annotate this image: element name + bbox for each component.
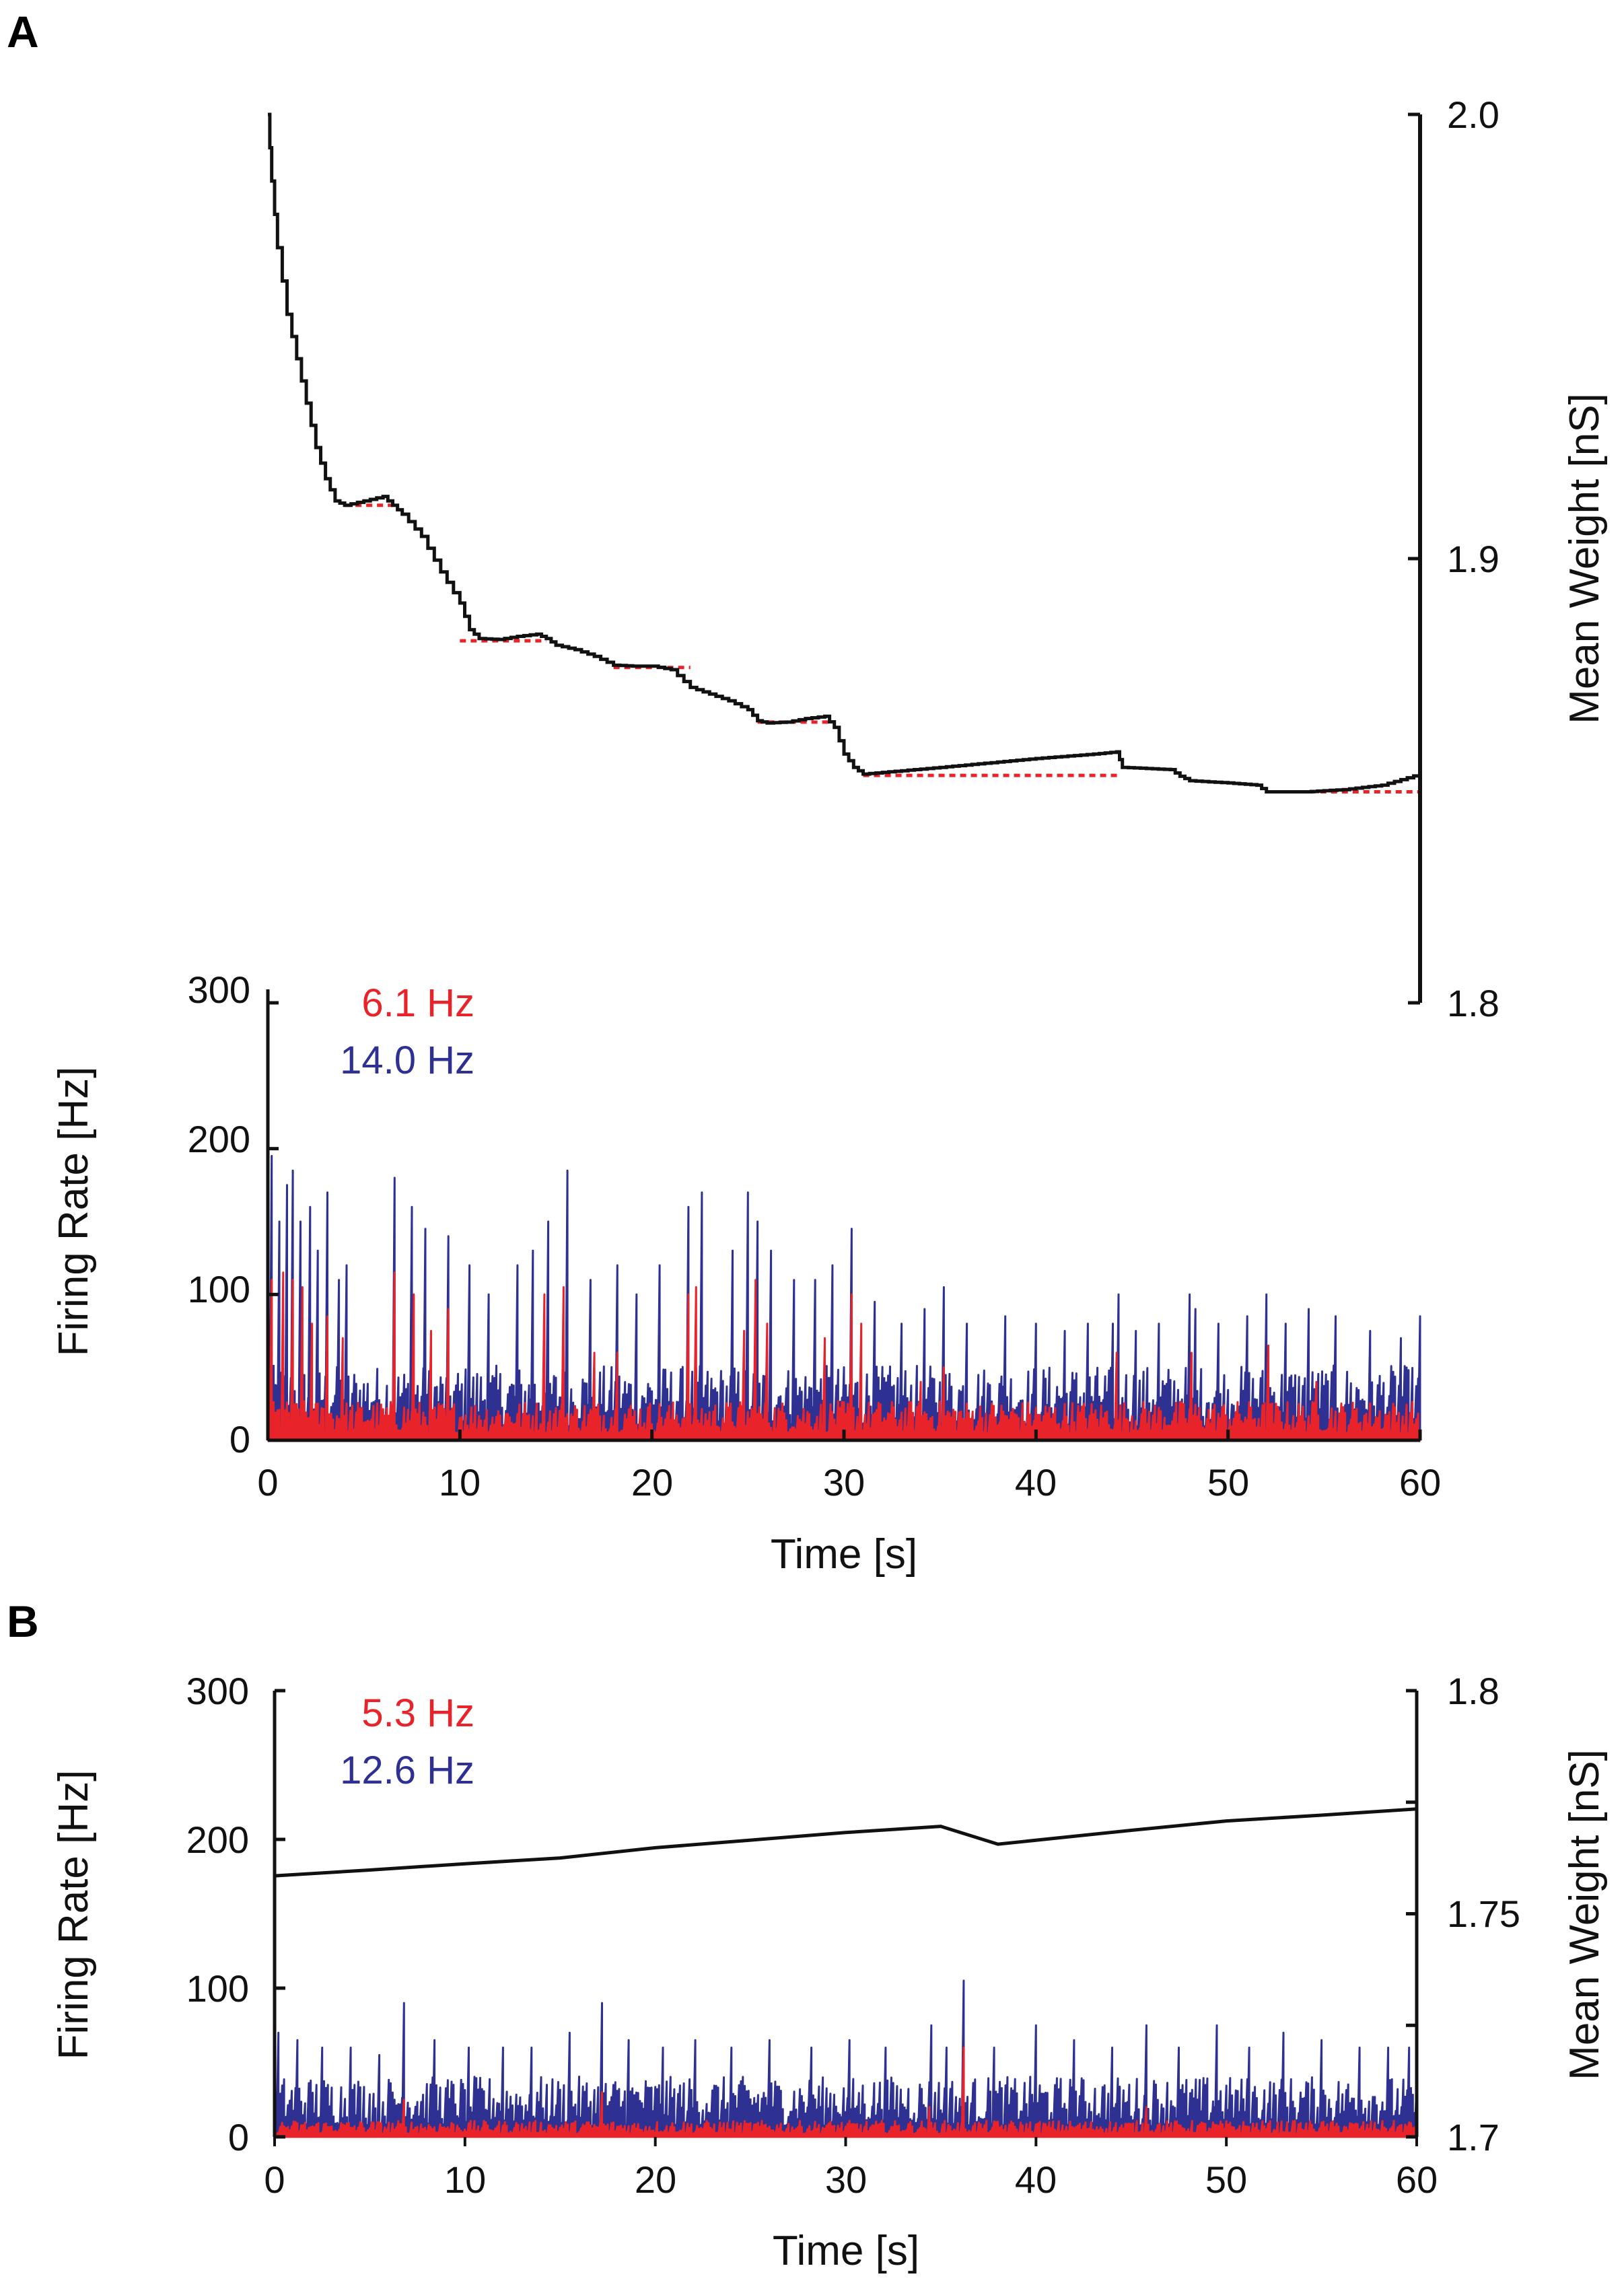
panel-a-weight-chart: 2.0 1.9 1.8 Mean Weight [nS] bbox=[268, 94, 1608, 1024]
a-rate-tick-label: 300 bbox=[188, 968, 250, 1011]
panel-label-b: B bbox=[7, 1596, 39, 1646]
b-legend-red: 5.3 Hz bbox=[361, 1691, 474, 1735]
b-rate-axis-title: Firing Rate [Hz] bbox=[50, 1770, 97, 2060]
a-x-tick-label: 30 bbox=[823, 1461, 865, 1504]
b-x-tick-label: 10 bbox=[444, 2158, 486, 2201]
b-x-axis-title: Time [s] bbox=[773, 2228, 919, 2274]
b-x-tick-label: 0 bbox=[264, 2158, 285, 2201]
a-weight-tick-label: 1.8 bbox=[1447, 982, 1499, 1024]
b-x-tick-label: 30 bbox=[825, 2158, 867, 2201]
a-weight-axis-title: Mean Weight [nS] bbox=[1561, 393, 1608, 724]
b-legend-blue: 12.6 Hz bbox=[340, 1749, 474, 1792]
b-rate-blue-histogram bbox=[273, 1979, 1418, 2138]
panel-b-chart: 300 200 100 0 1.8 1.75 1.7 0 10 20 30 40… bbox=[50, 1670, 1608, 2274]
b-weight-axis-title: Mean Weight [nS] bbox=[1561, 1749, 1608, 2080]
a-rate-tick-label: 100 bbox=[188, 1268, 250, 1310]
a-rate-plot bbox=[267, 1155, 1421, 1442]
panel-a-rate-chart: 300 200 100 0 0 10 20 30 40 50 60 Time [… bbox=[50, 968, 1441, 1578]
b-x-tick-label: 50 bbox=[1205, 2158, 1247, 2201]
a-rate-blue-histogram bbox=[267, 1155, 1421, 1442]
a-x-tick-label: 0 bbox=[257, 1461, 278, 1504]
b-rate-tick-label: 300 bbox=[186, 1670, 249, 1712]
a-x-tick-label: 60 bbox=[1399, 1461, 1441, 1504]
a-rate-tick-label: 200 bbox=[188, 1118, 250, 1160]
a-legend-blue: 14.0 Hz bbox=[340, 1038, 474, 1082]
b-x-tick-label: 20 bbox=[635, 2158, 676, 2201]
b-rate-tick-label: 100 bbox=[186, 1967, 249, 2010]
a-rate-axis-title: Firing Rate [Hz] bbox=[50, 1067, 97, 1357]
a-x-tick-label: 50 bbox=[1207, 1461, 1249, 1504]
a-weight-line bbox=[268, 112, 1422, 794]
a-weight-plot bbox=[268, 112, 1422, 794]
a-weight-tick-label: 2.0 bbox=[1447, 94, 1499, 136]
panel-label-a: A bbox=[7, 7, 39, 57]
b-rate-tick-label: 0 bbox=[228, 2116, 249, 2158]
a-rate-tick-label: 0 bbox=[230, 1418, 250, 1460]
a-legend-red: 6.1 Hz bbox=[361, 981, 474, 1025]
b-weight-tick-label: 1.75 bbox=[1447, 1893, 1520, 1935]
b-weight-tick-label: 1.7 bbox=[1447, 2116, 1499, 2158]
b-x-tick-label: 40 bbox=[1015, 2158, 1057, 2201]
b-rate-red-histogram bbox=[273, 2046, 1418, 2138]
b-x-tick-label: 60 bbox=[1396, 2158, 1438, 2201]
a-x-tick-label: 10 bbox=[439, 1461, 481, 1504]
b-plot bbox=[273, 1807, 1418, 2138]
a-x-axis-title: Time [s] bbox=[771, 1531, 917, 1578]
b-rate-tick-label: 200 bbox=[186, 1819, 249, 1861]
b-weight-line bbox=[274, 1807, 1417, 1878]
b-weight-tick-label: 1.8 bbox=[1447, 1670, 1499, 1712]
a-x-tick-label: 40 bbox=[1015, 1461, 1057, 1504]
a-weight-tick-label: 1.9 bbox=[1447, 538, 1499, 580]
a-x-tick-label: 20 bbox=[631, 1461, 673, 1504]
